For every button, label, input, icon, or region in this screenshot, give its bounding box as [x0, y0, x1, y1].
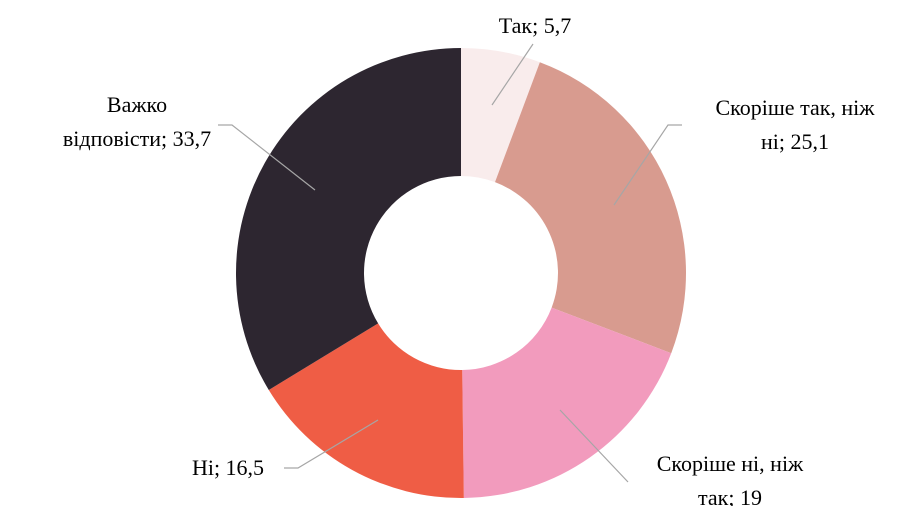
leader-line	[559, 409, 629, 483]
data-label: Ні; 16,5	[192, 455, 264, 480]
donut-segment	[235, 48, 461, 390]
data-label-line: Так; 5,7	[499, 13, 571, 38]
data-label: Важко відповісти; 33,7	[63, 92, 211, 151]
leader-line	[491, 43, 534, 106]
data-label-line: відповісти; 33,7	[63, 126, 211, 151]
data-label-line: Ні; 16,5	[192, 455, 264, 480]
data-label-line: Скоріше ні, ніж	[657, 451, 804, 476]
data-label: Скоріше так, ніж ні; 25,1	[716, 95, 876, 154]
donut-segment	[495, 62, 686, 354]
leader-line	[284, 419, 379, 469]
leader-line	[218, 124, 316, 191]
leader-line	[613, 124, 682, 206]
data-label-line: ні; 25,1	[761, 129, 829, 154]
data-label: Скоріше ні, ніж так; 19	[657, 451, 804, 506]
donut-segment	[268, 323, 464, 498]
data-label-line: Скоріше так, ніж	[716, 95, 876, 120]
donut-segment	[462, 307, 672, 498]
data-label-line: так; 19	[698, 485, 762, 506]
donut-segment	[461, 48, 540, 183]
data-label-line: Важко	[107, 92, 167, 117]
data-label: Так; 5,7	[499, 13, 571, 38]
